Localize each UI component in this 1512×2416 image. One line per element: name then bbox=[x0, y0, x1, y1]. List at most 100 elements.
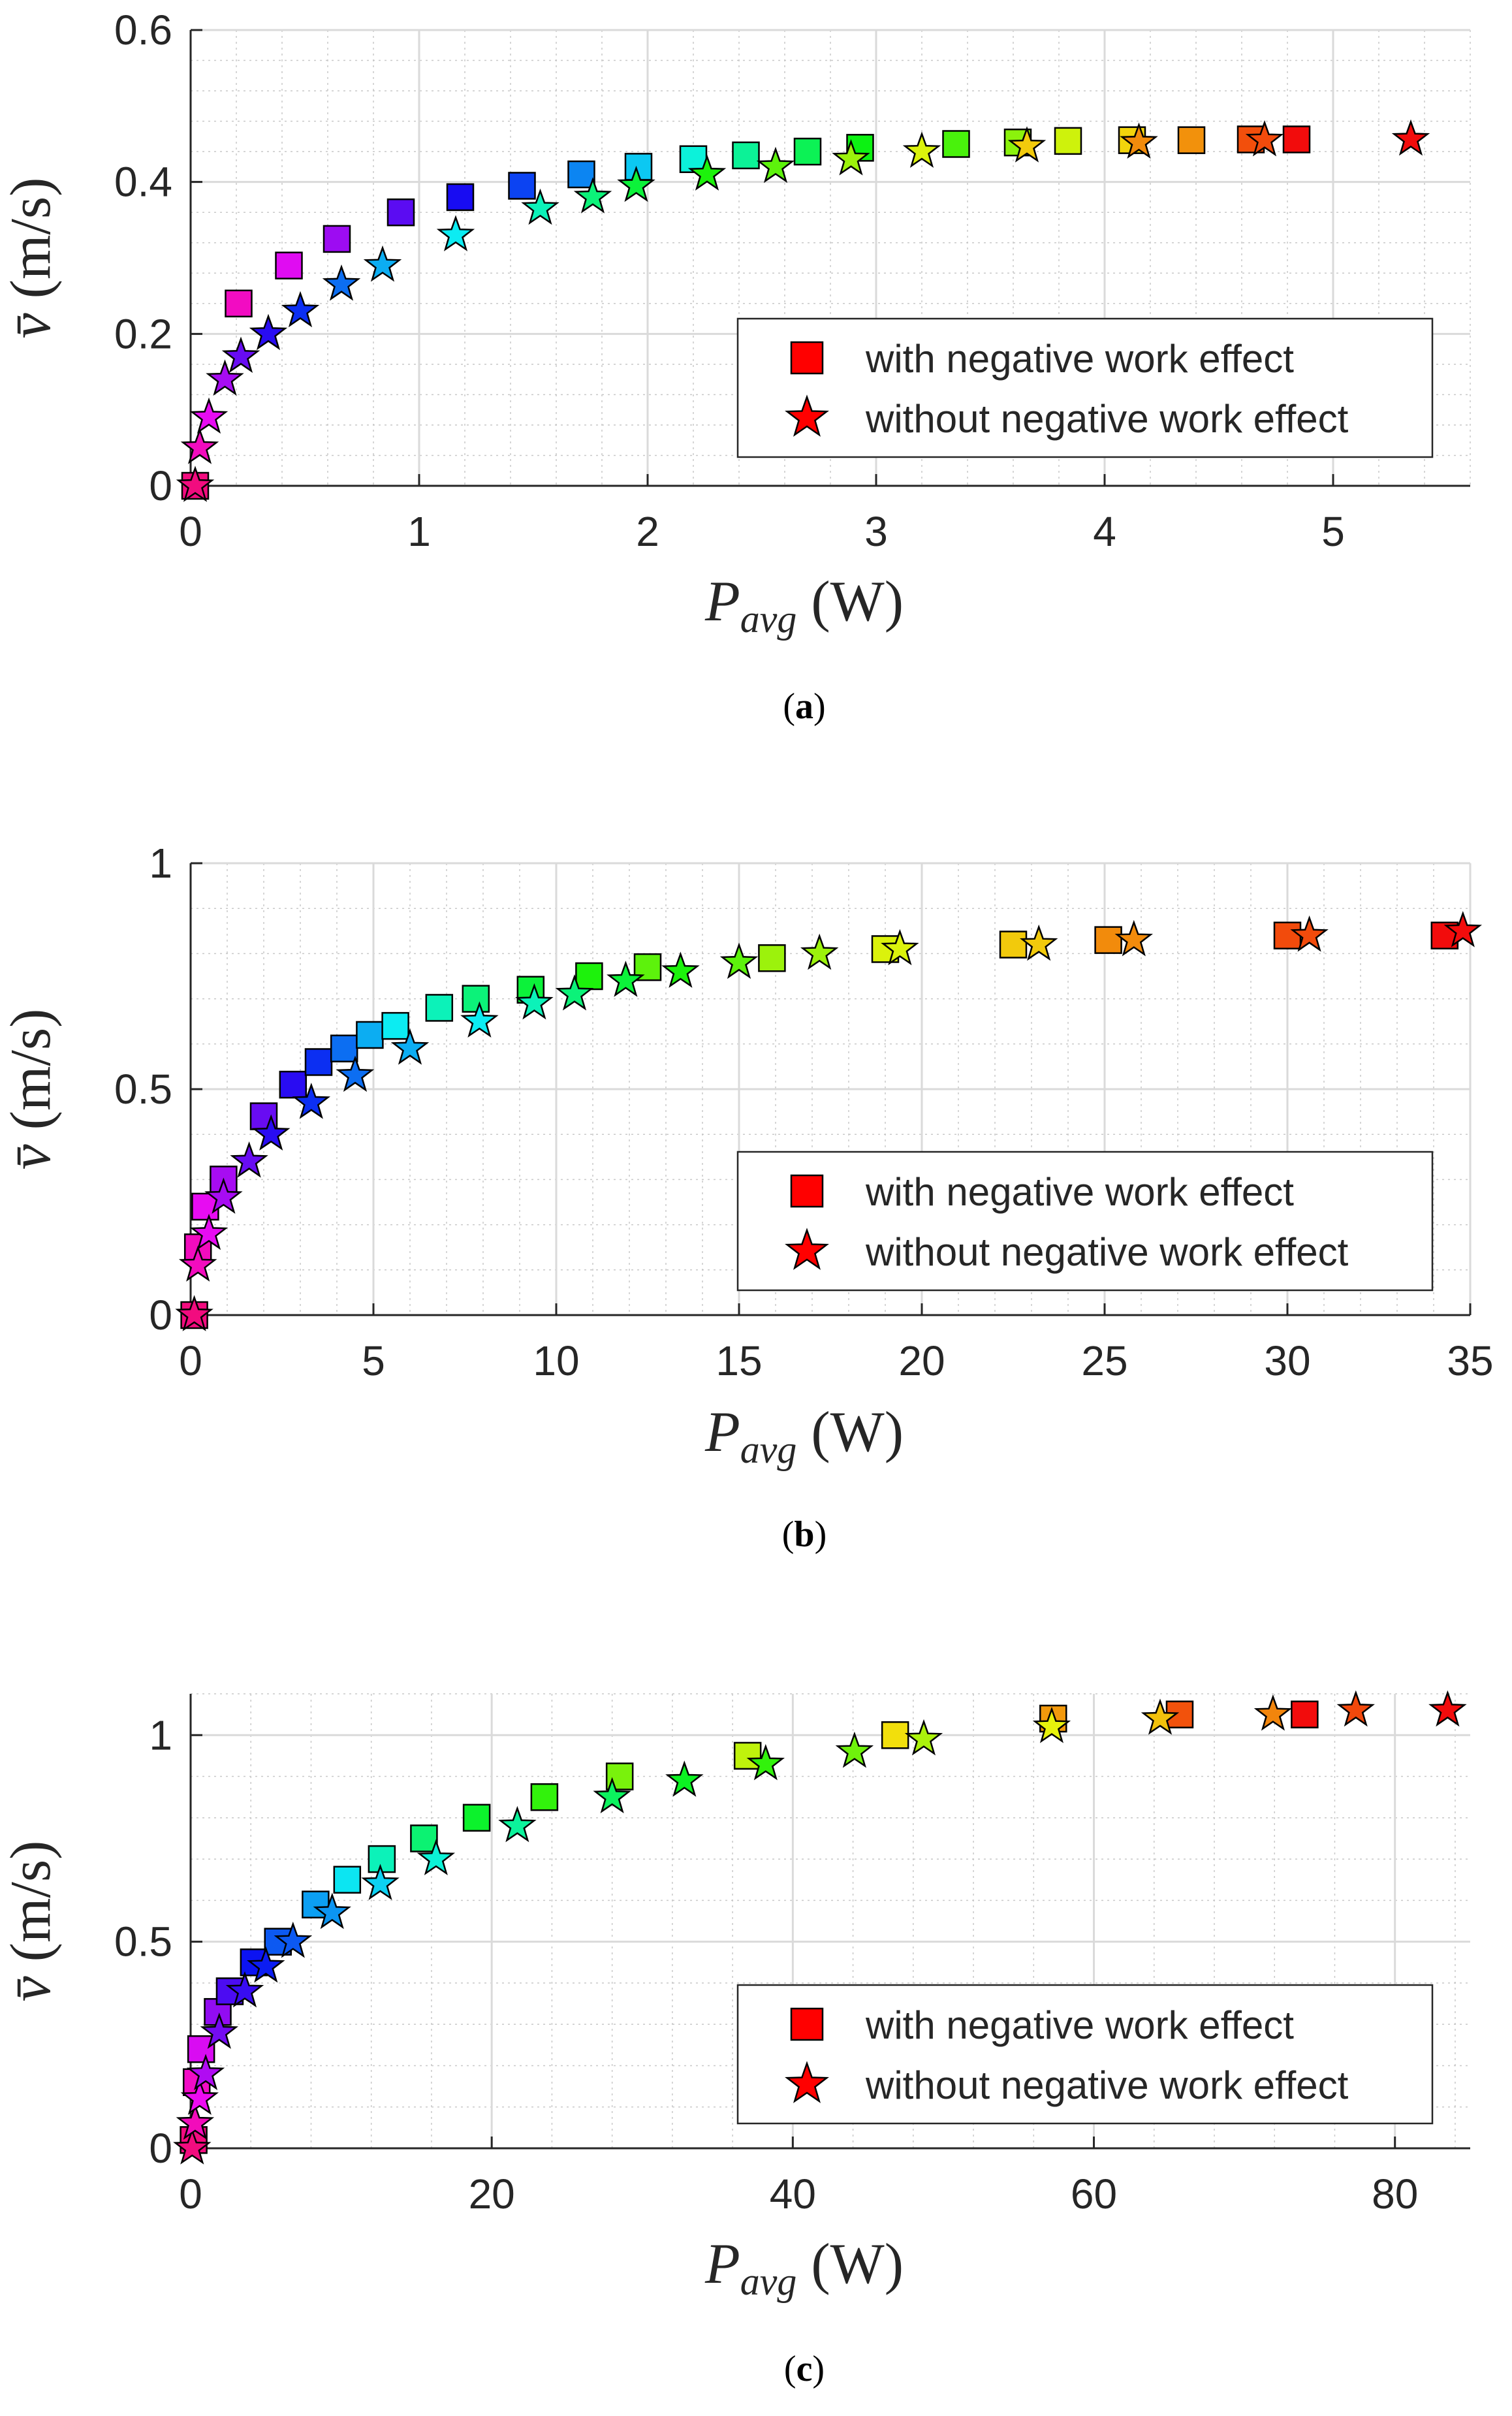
x-tick-label: 3 bbox=[864, 508, 888, 555]
data-point-star bbox=[390, 1028, 430, 1065]
x-axis-title: Pavg (W) bbox=[704, 570, 904, 641]
panel-a: 0 1 2 3 4 5 0 0.2 0.4 0.6 Pavg (W) v̄ (m/s) with neg… bbox=[0, 7, 1471, 727]
data-point-star bbox=[436, 215, 475, 251]
y-axis-title: v̄ (m/s) bbox=[0, 178, 63, 339]
legend: with negative work effect without negativ… bbox=[736, 1984, 1434, 2125]
y-tick-label: 1 bbox=[149, 840, 172, 887]
legend-label-without: without negative work effect bbox=[865, 1230, 1349, 1274]
legend-square-marker bbox=[790, 2007, 824, 2041]
data-point-star bbox=[719, 942, 759, 979]
data-point-star bbox=[746, 1743, 785, 1781]
data-point-star bbox=[573, 177, 612, 214]
data-point-star bbox=[1245, 120, 1284, 157]
legend-label-with: with negative work effect bbox=[865, 1170, 1294, 1214]
data-point-star bbox=[292, 1083, 331, 1119]
data-point-square bbox=[304, 1048, 333, 1076]
data-point-square bbox=[732, 141, 760, 170]
data-point-star bbox=[221, 336, 260, 374]
data-point-square bbox=[333, 1866, 362, 1894]
data-point-square bbox=[279, 1070, 307, 1099]
legend-label-without: without negative work effect bbox=[865, 397, 1349, 441]
series-without-negative-work bbox=[176, 119, 1430, 502]
data-point-square bbox=[381, 1011, 409, 1040]
y-axis-title: v̄ (m/s) bbox=[0, 1009, 63, 1170]
data-point-square bbox=[462, 985, 490, 1013]
data-point-star bbox=[1032, 1706, 1071, 1743]
legend-square-marker bbox=[790, 1174, 824, 1208]
data-point-star bbox=[186, 2054, 225, 2091]
data-point-star bbox=[593, 1777, 631, 1814]
legend-label-with: with negative work effect bbox=[865, 337, 1294, 381]
data-point-star bbox=[904, 1719, 943, 1756]
panel-caption: (a) bbox=[783, 686, 825, 727]
panel-c: 0 20 40 60 80 0 0.5 1 Pavg (W) v̄ (m/s) with negat… bbox=[0, 1690, 1470, 2389]
data-point-star bbox=[902, 131, 941, 168]
y-tick-label: 0.4 bbox=[114, 159, 172, 206]
x-tick-label: 5 bbox=[1321, 508, 1345, 555]
data-point-star bbox=[175, 1295, 213, 1331]
data-point-square bbox=[425, 994, 454, 1022]
data-point-star bbox=[665, 1760, 704, 1797]
x-tick-label: 1 bbox=[407, 508, 431, 555]
legend-square-marker bbox=[790, 341, 824, 375]
major-grid bbox=[189, 29, 1470, 487]
data-point-star bbox=[881, 929, 919, 966]
data-point-square bbox=[633, 953, 662, 981]
data-point-star bbox=[173, 2128, 212, 2165]
y-tick-label: 0.6 bbox=[114, 7, 172, 54]
data-point-square bbox=[275, 251, 303, 279]
x-tick-label: 40 bbox=[770, 2170, 816, 2217]
data-point-star bbox=[206, 359, 244, 396]
data-point-star bbox=[1019, 924, 1058, 961]
data-point-square bbox=[530, 1783, 559, 1811]
data-point-star bbox=[361, 1864, 400, 1900]
x-axis-title: Pavg (W) bbox=[704, 1401, 904, 1471]
data-point-star bbox=[247, 1946, 285, 1983]
y-tick-label: 0 bbox=[149, 1292, 172, 1339]
data-point-star bbox=[417, 1839, 456, 1875]
data-point-square bbox=[462, 1804, 491, 1832]
data-point-square bbox=[1273, 921, 1302, 949]
data-point-square bbox=[386, 198, 415, 227]
data-point-square bbox=[575, 962, 603, 991]
data-point-star bbox=[1428, 1690, 1467, 1727]
data-point-star bbox=[606, 961, 645, 997]
data-point-star bbox=[800, 933, 839, 970]
series-without-negative-work bbox=[173, 1690, 1467, 2165]
panel-b: 0 5 10 15 20 25 30 35 0 0.5 1 Pavg (W) v̄ (m/s) with … bbox=[0, 840, 1494, 1555]
data-point-star bbox=[225, 1971, 264, 2008]
data-point-star bbox=[617, 165, 655, 202]
x-tick-label: 20 bbox=[898, 1337, 945, 1384]
y-tick-label: 0.5 bbox=[114, 1066, 172, 1113]
data-point-square bbox=[356, 1021, 384, 1049]
data-point-star bbox=[180, 428, 219, 464]
y-tick-label: 0.2 bbox=[114, 310, 172, 357]
y-tick-label: 1 bbox=[149, 1711, 172, 1758]
data-point-star bbox=[176, 2103, 215, 2140]
data-point-star bbox=[1443, 911, 1483, 947]
x-tick-label: 30 bbox=[1264, 1337, 1310, 1384]
legend-box bbox=[736, 1984, 1434, 2125]
legend-star-marker bbox=[785, 1228, 829, 1270]
legend-box bbox=[736, 317, 1434, 458]
x-tick-label: 10 bbox=[533, 1337, 579, 1384]
legend-star-marker bbox=[785, 394, 829, 437]
data-point-square bbox=[225, 289, 253, 318]
data-point-star bbox=[178, 1245, 217, 1282]
data-point-square bbox=[942, 130, 970, 158]
x-tick-label: 60 bbox=[1071, 2170, 1117, 2217]
data-point-star bbox=[756, 146, 795, 183]
data-point-star bbox=[1391, 119, 1430, 156]
y-tick-label: 0.5 bbox=[114, 1918, 172, 1965]
data-point-square bbox=[323, 225, 351, 253]
x-tick-label: 80 bbox=[1372, 2170, 1418, 2217]
x-tick-label: 20 bbox=[469, 2170, 515, 2217]
data-point-star bbox=[313, 1892, 351, 1930]
data-point-square bbox=[881, 1721, 909, 1749]
data-point-square bbox=[508, 172, 536, 200]
data-point-star bbox=[1120, 122, 1158, 159]
data-point-star bbox=[230, 1141, 268, 1178]
data-point-star bbox=[835, 1731, 874, 1768]
x-tick-label: 25 bbox=[1081, 1337, 1127, 1384]
data-point-square bbox=[567, 160, 595, 189]
